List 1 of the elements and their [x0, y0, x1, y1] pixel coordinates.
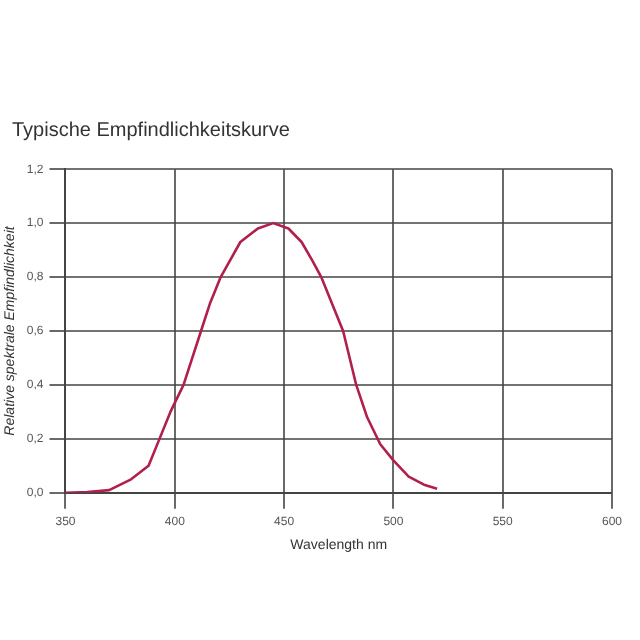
chart-title: Typische Empfindlichkeitskurve — [12, 120, 290, 142]
